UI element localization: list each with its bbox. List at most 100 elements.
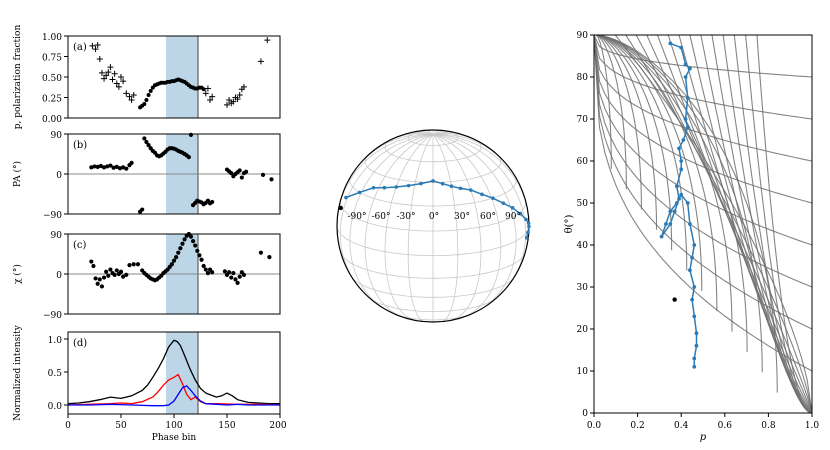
contour-line: [596, 35, 748, 352]
tick-label: 200: [269, 421, 286, 431]
theta-p-xlabel: p: [700, 432, 707, 443]
data-point: [105, 164, 110, 169]
x-tick-label: 0.2: [630, 421, 644, 431]
sphere-point: [357, 190, 362, 195]
sphere-point: [501, 201, 506, 206]
theta-p-start-point: [672, 297, 677, 302]
data-point-plus: [103, 72, 110, 79]
data-point-plus: [115, 83, 122, 90]
theta-p-point: [679, 192, 684, 197]
lon-label: 30°: [454, 212, 470, 222]
contour-line: [594, 35, 812, 372]
data-point: [195, 248, 200, 253]
data-point: [117, 166, 123, 171]
intensity-line: [67, 339, 280, 405]
data-point-plus: [226, 96, 233, 103]
tick-label: 90: [51, 231, 63, 241]
data-point: [237, 274, 242, 279]
data-point-plus: [123, 90, 130, 97]
panel-a-yticks: 1.00 0.75 0.50 0.25 0.00: [42, 33, 68, 125]
contour-line: [625, 35, 812, 413]
poincare-sphere: -90° -60° -30° 0° 30° 60° 90°: [336, 129, 531, 323]
theta-p-point: [692, 243, 697, 247]
data-point: [210, 199, 215, 205]
tick-label: 0: [56, 171, 62, 181]
data-point-plus: [89, 42, 96, 49]
tick-label: 100: [165, 421, 182, 431]
theta-p-ticks: 0.0 0.2 0.4 0.6 0.8 1.0 0 10 20 30 40 50 60 70 80 90: [577, 31, 820, 431]
data-point-plus: [105, 69, 112, 76]
data-point: [104, 269, 109, 274]
sphere-point: [431, 179, 435, 183]
panel-d-ylabel: Normalized intensity: [13, 324, 23, 420]
tick-label: 90: [51, 131, 63, 141]
y-tick-label: 60: [577, 157, 589, 167]
sphere-point: [449, 184, 454, 189]
contour-line: [594, 35, 812, 246]
sphere-start-point: [338, 205, 343, 211]
data-point: [148, 88, 153, 93]
data-point: [235, 280, 240, 285]
intensity-line: [68, 385, 280, 407]
contour-line: [646, 35, 812, 413]
contour-line: [678, 35, 812, 413]
data-point: [93, 276, 98, 281]
contour-line: [596, 35, 733, 332]
data-point: [112, 272, 117, 277]
longitude-line: [432, 134, 527, 287]
contour-line: [594, 35, 812, 120]
data-point: [190, 239, 196, 244]
data-point: [222, 269, 227, 274]
data-point: [227, 270, 232, 275]
panel-d-lines: [67, 339, 281, 407]
panel-a-ylabel: p, polarization fraction: [13, 25, 23, 130]
data-point: [193, 243, 198, 248]
sphere-point: [469, 188, 473, 192]
data-point-plus: [207, 96, 214, 103]
data-point-plus: [126, 93, 133, 100]
theta-p-point: [685, 96, 690, 100]
contour-line: [596, 35, 673, 251]
theta-p-point: [688, 268, 692, 273]
data-point: [129, 160, 134, 165]
contour-line: [656, 35, 812, 413]
data-point: [121, 165, 126, 170]
data-point: [101, 165, 107, 170]
theta-p-point: [683, 62, 688, 67]
data-point-plus: [130, 92, 137, 99]
data-point-plus: [96, 55, 103, 62]
contour-line: [635, 35, 812, 413]
sphere-point: [371, 185, 376, 190]
lon-label: -90°: [348, 212, 367, 222]
y-tick-label: 10: [577, 367, 589, 377]
data-point: [121, 274, 126, 279]
panel-a: (a) 1.00 0.75 0.50 0.25 0.00 p, polariza…: [13, 25, 281, 130]
data-point-plus: [94, 42, 101, 49]
data-point-plus: [202, 90, 209, 97]
data-point-plus: [118, 74, 124, 80]
sphere-point: [524, 217, 528, 222]
panel-d-yticks: 1.0 0.5 0.0: [48, 336, 68, 412]
data-point-plus: [111, 70, 118, 77]
data-point: [197, 253, 202, 258]
contour-line: [594, 35, 812, 288]
lon-label: -60°: [372, 212, 391, 222]
data-point: [210, 270, 215, 275]
panel-a-label: (a): [73, 42, 87, 53]
data-point: [144, 97, 149, 102]
data-point: [95, 281, 100, 286]
data-point: [108, 163, 113, 168]
sphere-point: [524, 235, 529, 240]
sphere-point: [491, 196, 495, 200]
panel-d-label: (d): [73, 338, 87, 349]
x-tick-label: 0.8: [761, 421, 776, 431]
theta-p-point: [679, 45, 684, 50]
contour-line: [594, 35, 812, 78]
data-point: [241, 272, 247, 277]
data-point: [124, 166, 129, 171]
data-point: [144, 139, 149, 145]
data-point: [178, 246, 183, 251]
tick-label: 1.0: [48, 336, 63, 346]
